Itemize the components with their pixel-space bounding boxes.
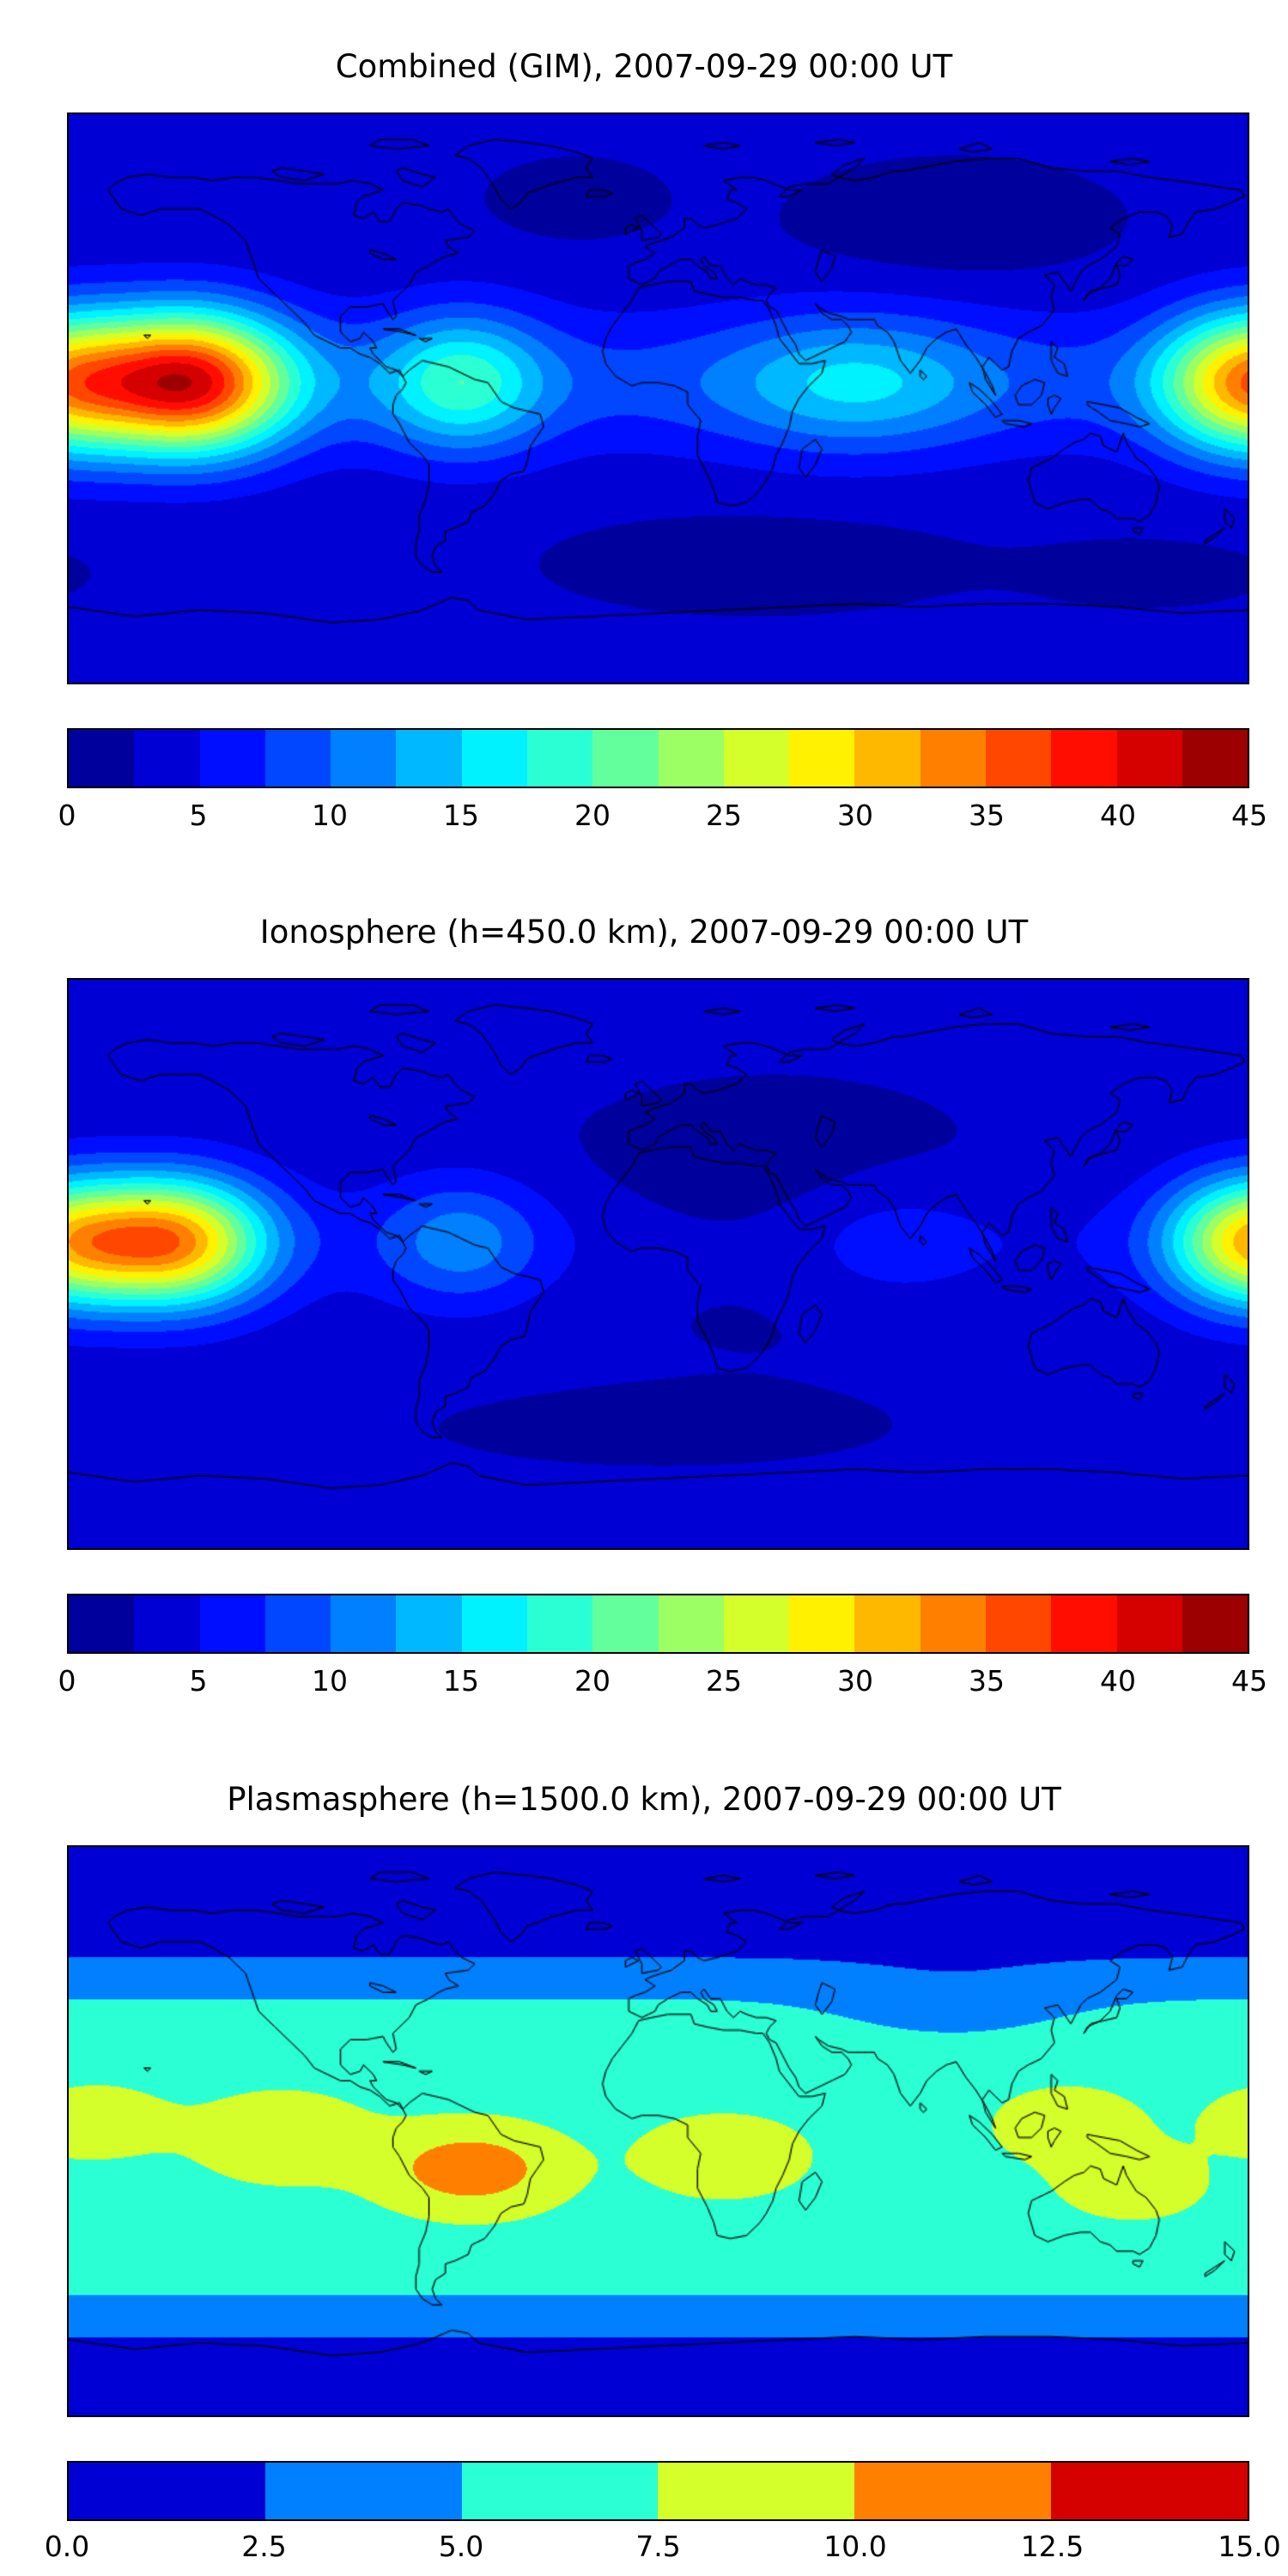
- colorbar-segment: [264, 730, 331, 787]
- colorbar-segment: [396, 1595, 462, 1652]
- panel-2-map: [67, 978, 1249, 1550]
- colorbar-segment: [69, 730, 135, 787]
- colorbar-segment: [526, 730, 593, 787]
- colorbar-segment: [789, 1595, 855, 1652]
- colorbar-segment: [1051, 2463, 1248, 2519]
- colorbar-tick-label: 20: [574, 799, 611, 832]
- colorbar-segment: [789, 730, 855, 787]
- colorbar-tick-label: 25: [706, 799, 742, 832]
- colorbar-tick-label: 15.0: [1218, 2530, 1281, 2563]
- colorbar-segment: [854, 730, 920, 787]
- panel-1-colorbar: [67, 728, 1249, 788]
- colorbar-segment: [854, 2463, 1052, 2519]
- colorbar-segment: [461, 2463, 659, 2519]
- colorbar-segment: [592, 730, 659, 787]
- colorbar-tick-label: 0: [58, 799, 76, 832]
- panel-2-colorbar: [67, 1594, 1249, 1654]
- colorbar-segment: [461, 1595, 527, 1652]
- colorbar-tick-label: 45: [1231, 1664, 1267, 1698]
- colorbar-segment: [658, 730, 724, 787]
- colorbar-segment: [199, 730, 265, 787]
- colorbar-tick-label: 30: [837, 1664, 873, 1698]
- colorbar-segment: [69, 1595, 135, 1652]
- colorbar-segment: [723, 1595, 790, 1652]
- colorbar-tick-label: 15: [443, 1664, 479, 1698]
- colorbar-tick-label: 10: [311, 799, 348, 832]
- colorbar-segment: [985, 730, 1052, 787]
- colorbar-segment: [396, 730, 462, 787]
- colorbar-segment: [658, 2463, 855, 2519]
- panel-3-colorbar-ticks: 0.0 2.5 5.0 7.5 10.0 12.5 15.0: [45, 2530, 1281, 2566]
- colorbar-tick-label: 12.5: [1020, 2530, 1084, 2563]
- panel-3-title: Plasmasphere (h=1500.0 km), 2007-09-29 0…: [227, 1781, 1061, 1818]
- colorbar-segment: [69, 2463, 265, 2519]
- colorbar-segment: [1116, 730, 1182, 787]
- colorbar-segment: [331, 1595, 397, 1652]
- colorbar-segment: [264, 2463, 462, 2519]
- colorbar-tick-label: 10: [311, 1664, 348, 1698]
- panel-2-title: Ionosphere (h=450.0 km), 2007-09-29 00:0…: [259, 914, 1029, 951]
- panel-1-map: [67, 112, 1249, 684]
- colorbar-tick-label: 35: [969, 1664, 1005, 1698]
- panel-1-colorbar-ticks: 0 5 10 15 20 25 30 35 40 45: [58, 799, 1268, 835]
- colorbar-tick-label: 10.0: [823, 2530, 887, 2563]
- colorbar-tick-label: 0: [58, 1664, 76, 1698]
- colorbar-segment: [1116, 1595, 1182, 1652]
- colorbar-tick-label: 15: [443, 799, 479, 832]
- colorbar-tick-label: 5.0: [438, 2530, 484, 2563]
- colorbar-segment: [199, 1595, 265, 1652]
- colorbar-tick-label: 0.0: [44, 2530, 90, 2563]
- colorbar-segment: [658, 1595, 724, 1652]
- colorbar-segment: [331, 730, 397, 787]
- colorbar-segment: [920, 730, 986, 787]
- colorbar-tick-label: 2.5: [241, 2530, 287, 2563]
- colorbar-tick-label: 7.5: [635, 2530, 681, 2563]
- colorbar-tick-label: 35: [969, 799, 1005, 832]
- colorbar-tick-label: 25: [706, 1664, 742, 1698]
- colorbar-tick-label: 5: [189, 799, 208, 832]
- colorbar-segment: [1051, 1595, 1117, 1652]
- colorbar-segment: [1182, 1595, 1249, 1652]
- colorbar-segment: [461, 730, 527, 787]
- colorbar-segment: [526, 1595, 593, 1652]
- colorbar-segment: [854, 1595, 920, 1652]
- colorbar-segment: [264, 1595, 331, 1652]
- colorbar-segment: [592, 1595, 659, 1652]
- colorbar-tick-label: 40: [1099, 1664, 1136, 1698]
- panel-2-colorbar-ticks: 0 5 10 15 20 25 30 35 40 45: [58, 1664, 1268, 1700]
- colorbar-segment: [134, 730, 200, 787]
- colorbar-segment: [1182, 730, 1249, 787]
- colorbar-segment: [920, 1595, 986, 1652]
- colorbar-tick-label: 45: [1231, 799, 1267, 832]
- colorbar-tick-label: 5: [189, 1664, 208, 1698]
- colorbar-segment: [985, 1595, 1052, 1652]
- panel-1-title: Combined (GIM), 2007-09-29 00:00 UT: [335, 48, 953, 85]
- colorbar-tick-label: 40: [1099, 799, 1136, 832]
- colorbar-tick-label: 20: [574, 1664, 611, 1698]
- colorbar-tick-label: 30: [837, 799, 873, 832]
- panel-3-map: [67, 1845, 1249, 2417]
- colorbar-segment: [1051, 730, 1117, 787]
- colorbar-segment: [134, 1595, 200, 1652]
- panel-3-colorbar: [67, 2461, 1249, 2521]
- colorbar-segment: [723, 730, 790, 787]
